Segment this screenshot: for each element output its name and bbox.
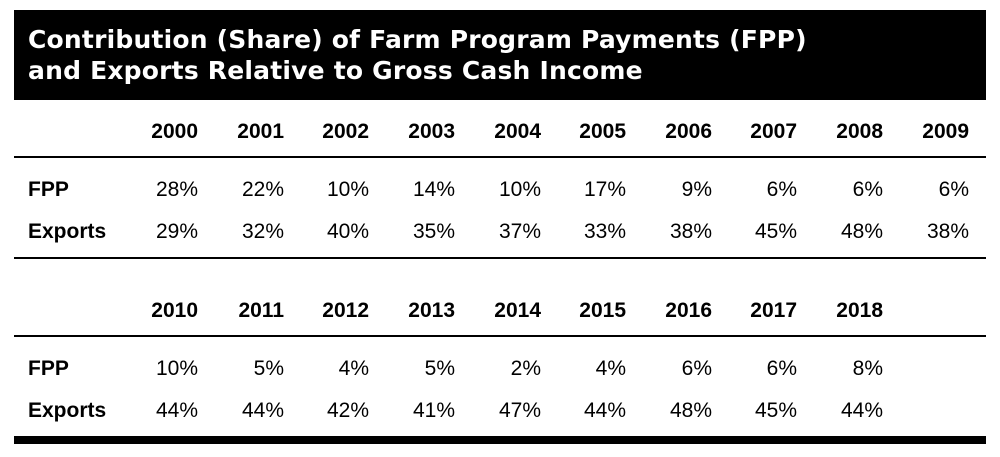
- table-row-exports: Exports 44% 44% 42% 41% 47% 44% 48% 45% 44%: [14, 396, 986, 426]
- table-cell: 38%: [926, 220, 969, 243]
- row-label: Exports: [28, 220, 107, 243]
- table-cell: 8%: [852, 357, 883, 380]
- table-cell: 48%: [840, 220, 883, 243]
- table-row-fpp: FPP 10% 5% 4% 5% 2% 4% 6% 6% 8%: [14, 354, 986, 384]
- table-cell: 2%: [510, 357, 541, 380]
- year-header: 2010: [151, 299, 198, 322]
- bottom-rule: [14, 436, 986, 444]
- year-header-row: 2010 2011 2012 2013 2014 2015 2016 2017 2018: [14, 296, 986, 326]
- divider-rule: [14, 335, 986, 337]
- table-cell: 33%: [583, 220, 626, 243]
- row-label: FPP: [28, 178, 69, 201]
- divider-rule: [14, 156, 986, 158]
- year-header: 2008: [836, 120, 883, 143]
- table-cell: 10%: [155, 357, 198, 380]
- table-cell: 45%: [754, 220, 797, 243]
- table-cell: 32%: [241, 220, 284, 243]
- year-header: 2016: [665, 299, 712, 322]
- table-cell: 35%: [412, 220, 455, 243]
- year-header: 2002: [322, 120, 369, 143]
- table-cell: 44%: [241, 399, 284, 422]
- table-cell: 14%: [412, 178, 455, 201]
- table-cell: 6%: [852, 178, 883, 201]
- year-header: 2006: [665, 120, 712, 143]
- table-cell: 4%: [338, 357, 369, 380]
- table-cell: 28%: [155, 178, 198, 201]
- year-header: 2009: [922, 120, 969, 143]
- table-cell: 44%: [583, 399, 626, 422]
- table-cell: 6%: [938, 178, 969, 201]
- table-row-fpp: FPP 28% 22% 10% 14% 10% 17% 9% 6% 6% 6%: [14, 175, 986, 205]
- title-line-2: and Exports Relative to Gross Cash Incom…: [28, 56, 643, 85]
- table-cell: 6%: [766, 178, 797, 201]
- table-cell: 10%: [498, 178, 541, 201]
- table-frame: Contribution (Share) of Farm Program Pay…: [14, 10, 986, 446]
- table-cell: 9%: [681, 178, 712, 201]
- row-label: FPP: [28, 357, 69, 380]
- table-cell: 48%: [669, 399, 712, 422]
- year-header: 2013: [408, 299, 455, 322]
- table-cell: 47%: [498, 399, 541, 422]
- year-header: 2018: [836, 299, 883, 322]
- table-cell: 6%: [681, 357, 712, 380]
- row-label: Exports: [28, 399, 107, 422]
- table-cell: 41%: [412, 399, 455, 422]
- table-cell: 44%: [840, 399, 883, 422]
- table-cell: 37%: [498, 220, 541, 243]
- title-line-1: Contribution (Share) of Farm Program Pay…: [28, 25, 807, 54]
- year-header-row: 2000 2001 2002 2003 2004 2005 2006 2007 2008 2009: [14, 117, 986, 147]
- table-row-exports: Exports 29% 32% 40% 35% 37% 33% 38% 45% 48% 38%: [14, 217, 986, 247]
- table-cell: 17%: [583, 178, 626, 201]
- year-header: 2011: [238, 299, 284, 322]
- year-header: 2004: [494, 120, 541, 143]
- year-header: 2012: [322, 299, 369, 322]
- table-cell: 6%: [766, 357, 797, 380]
- table-cell: 40%: [326, 220, 369, 243]
- year-header: 2015: [579, 299, 626, 322]
- title-bar: Contribution (Share) of Farm Program Pay…: [14, 10, 986, 100]
- year-header: 2000: [151, 120, 198, 143]
- table-cell: 42%: [326, 399, 369, 422]
- year-header: 2001: [237, 120, 284, 143]
- year-header: 2003: [408, 120, 455, 143]
- table-cell: 22%: [241, 178, 284, 201]
- table-cell: 10%: [326, 178, 369, 201]
- divider-rule: [14, 257, 986, 259]
- year-header: 2005: [579, 120, 626, 143]
- table-cell: 5%: [253, 357, 284, 380]
- year-header: 2017: [750, 299, 797, 322]
- table-cell: 29%: [155, 220, 198, 243]
- table-cell: 45%: [754, 399, 797, 422]
- table-cell: 38%: [669, 220, 712, 243]
- table-cell: 5%: [424, 357, 455, 380]
- table-cell: 4%: [595, 357, 626, 380]
- year-header: 2014: [494, 299, 541, 322]
- table-cell: 44%: [155, 399, 198, 422]
- year-header: 2007: [750, 120, 797, 143]
